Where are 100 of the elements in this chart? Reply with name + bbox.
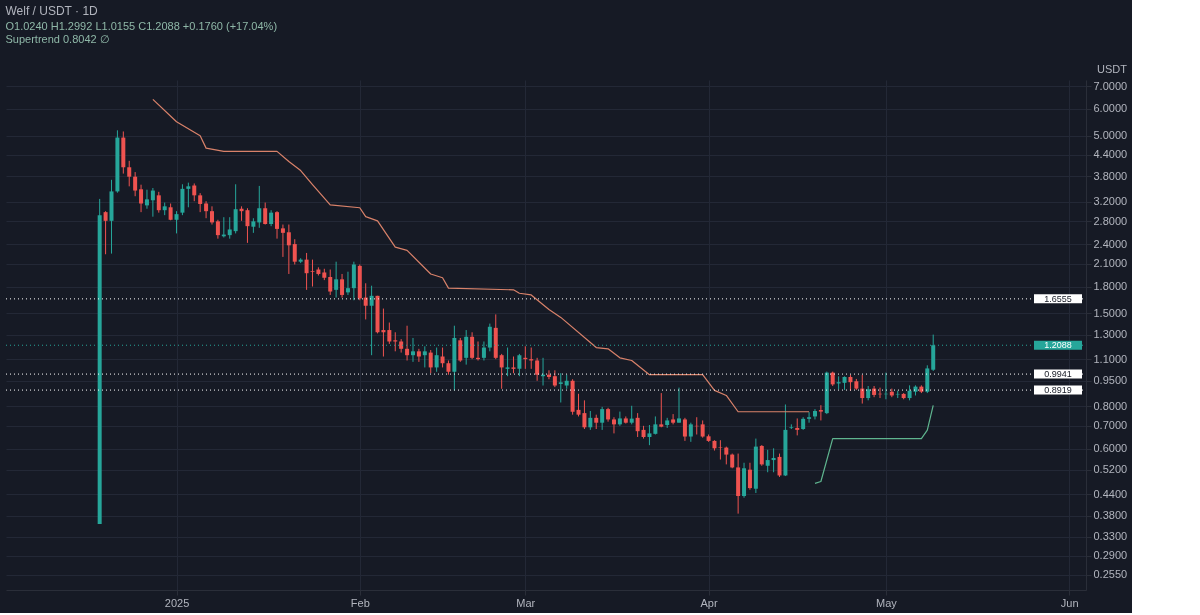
x-tick-label: Mar <box>516 596 536 609</box>
candlestick <box>428 349 433 374</box>
y-tick-label: 0.8000 <box>1093 399 1128 412</box>
candlestick <box>363 282 368 320</box>
y-tick-label: 1.1000 <box>1093 352 1128 365</box>
y-tick-label: 0.4400 <box>1093 487 1128 500</box>
candlestick <box>812 408 817 420</box>
ref-line-label: 0.8919 <box>1044 385 1072 396</box>
candlestick <box>328 269 333 296</box>
candlestick <box>215 219 220 240</box>
candlestick <box>688 422 693 443</box>
candlestick <box>517 353 522 377</box>
candlestick <box>180 183 185 216</box>
candlestick <box>558 372 563 403</box>
y-tick-label: 0.2550 <box>1093 568 1128 581</box>
candlestick <box>505 347 510 377</box>
y-tick-label: 3.8000 <box>1093 169 1128 182</box>
candlestick <box>535 357 540 382</box>
candlestick <box>588 410 593 431</box>
candlestick <box>747 462 752 491</box>
y-tick-label: 1.5000 <box>1093 306 1128 319</box>
y-tick-label: 3.2000 <box>1093 195 1128 208</box>
candlestick <box>340 273 345 299</box>
x-tick-label: Jun <box>1060 596 1079 609</box>
candlestick <box>765 449 770 473</box>
candlestick <box>635 412 640 438</box>
candlestick <box>422 345 427 368</box>
candlestick <box>263 202 268 226</box>
candlestick <box>470 331 475 360</box>
candlestick <box>653 415 658 436</box>
text: Supertrend 0.8042 ∅ <box>5 33 110 45</box>
candlestick <box>345 271 350 296</box>
candlestick <box>718 439 723 461</box>
candlestick <box>280 224 285 258</box>
candlestick <box>629 405 634 425</box>
chart-subtitle: O1.0240 H1.2992 L1.0155 C1.2088 +0.1760 (+17.04%) <box>5 20 278 32</box>
candlestick <box>617 411 622 427</box>
candlestick <box>209 205 214 226</box>
candlestick <box>671 413 676 425</box>
y-tick-label: 0.5200 <box>1093 463 1128 476</box>
candlestick <box>257 185 262 229</box>
candlestick <box>434 347 439 373</box>
candlestick <box>499 353 504 390</box>
candlestick <box>807 411 812 424</box>
ref-line-label: 0.9941 <box>1044 369 1072 380</box>
y-tick-label: 6.0000 <box>1093 102 1128 115</box>
candlestick <box>275 210 280 240</box>
candlestick <box>458 337 463 363</box>
candlestick <box>647 424 652 446</box>
candlestick <box>334 261 339 299</box>
ref-line-label: 1.6555 <box>1044 293 1072 304</box>
y-tick-label: 1.8000 <box>1093 280 1128 293</box>
y-tick-label: 2.4000 <box>1093 237 1128 250</box>
candlestick <box>405 325 410 362</box>
candlestick <box>127 160 132 187</box>
candlestick <box>759 444 764 467</box>
y-tick-label: 0.9500 <box>1093 374 1128 387</box>
candlestick <box>925 364 930 394</box>
candlestick <box>150 187 155 218</box>
candlestick <box>233 183 238 234</box>
y-tick-label: 2.1000 <box>1093 257 1128 270</box>
candlestick <box>659 392 664 428</box>
candlestick <box>292 238 297 265</box>
candlestick <box>777 453 782 478</box>
chart-title: Welf / USDT · 1D <box>5 4 99 18</box>
ref-line-label: 1.2088 <box>1044 340 1072 351</box>
y-tick-label: 0.7000 <box>1093 419 1128 432</box>
candlestick <box>529 347 534 370</box>
candlestick <box>771 447 776 473</box>
candlestick <box>818 404 823 421</box>
x-tick-label: May <box>876 596 898 609</box>
candlestick <box>198 192 203 213</box>
candlestick <box>677 387 682 424</box>
candlestick <box>351 261 356 301</box>
candlestick <box>286 224 291 275</box>
y-tick-label: 5.0000 <box>1093 129 1128 142</box>
x-tick-label: 2025 <box>164 596 190 609</box>
candlestick <box>611 416 616 434</box>
candlestick <box>156 191 161 214</box>
line-series <box>814 404 934 484</box>
y-tick-label: 0.2900 <box>1093 549 1128 562</box>
candlestick <box>186 182 191 208</box>
candlestick <box>139 184 144 213</box>
candlestick <box>600 406 605 431</box>
y-tick-label: 0.6000 <box>1093 442 1128 455</box>
candlestick <box>387 322 392 345</box>
y-tick-label: 4.4000 <box>1093 148 1128 161</box>
candlestick <box>227 216 232 240</box>
candlestick <box>682 417 687 442</box>
candlestick <box>204 200 209 219</box>
y-tick-label: 7.0000 <box>1093 79 1128 92</box>
y-tick-label: 0.3800 <box>1093 509 1128 522</box>
candlestick <box>103 210 108 255</box>
y-tick-label: 1.3000 <box>1093 328 1128 341</box>
candlestick <box>144 189 149 210</box>
candlestick <box>416 348 421 363</box>
y-tick-label: 0.3300 <box>1093 530 1128 543</box>
y-axis-title: USDT <box>1097 63 1128 75</box>
candlestick <box>133 171 138 197</box>
candlestick <box>174 210 179 234</box>
